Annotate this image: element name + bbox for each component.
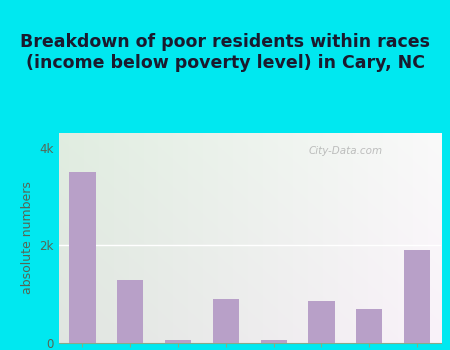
Bar — [213, 299, 239, 343]
Bar — [165, 340, 191, 343]
Bar — [356, 309, 382, 343]
Bar — [404, 250, 430, 343]
Bar — [308, 301, 335, 343]
Y-axis label: absolute numbers: absolute numbers — [21, 182, 34, 294]
Bar — [261, 340, 287, 343]
Bar — [117, 280, 144, 343]
Bar — [69, 172, 95, 343]
Text: City-Data.com: City-Data.com — [308, 146, 382, 156]
Text: Breakdown of poor residents within races
(income below poverty level) in Cary, N: Breakdown of poor residents within races… — [20, 33, 430, 72]
